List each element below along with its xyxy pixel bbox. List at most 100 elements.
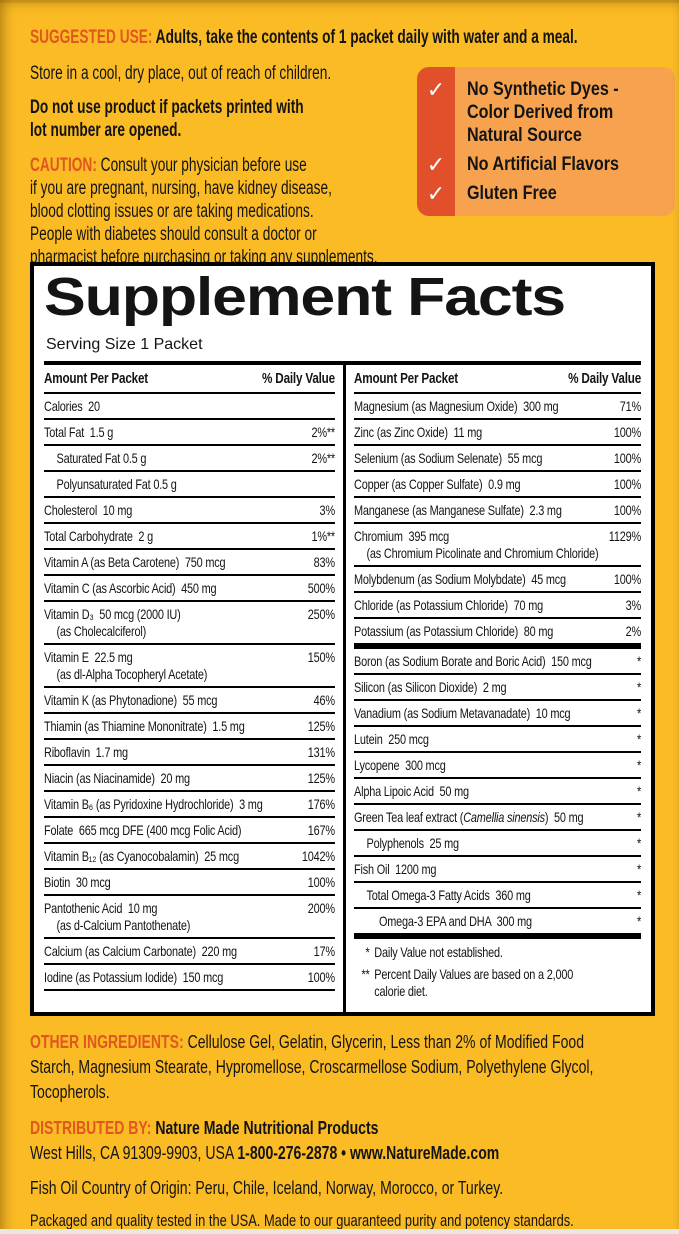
fact-row: Lycopene 300 mcg * bbox=[353, 753, 641, 779]
claim-item: ✓ No Artificial Flavors bbox=[417, 150, 675, 179]
fact-name: Biotin 30 mcg bbox=[44, 873, 111, 890]
fact-name: Polyunsaturated Fat 0.5 g bbox=[56, 475, 177, 492]
fact-daily-value: 1%** bbox=[311, 527, 335, 544]
suggested-use-label: SUGGESTED USE: bbox=[30, 27, 153, 48]
address-text: West Hills, CA 91309-9903, USA bbox=[30, 1143, 234, 1163]
fact-daily-value: 3% bbox=[319, 501, 336, 518]
claim-text: No Synthetic Dyes - Color Derived from N… bbox=[467, 79, 619, 146]
fact-name: Manganese (as Manganese Sulfate) 2.3 mg bbox=[353, 501, 562, 518]
claim-text: No Artificial Flavors bbox=[467, 154, 619, 175]
directions-section: SUGGESTED USE: Adults, take the contents… bbox=[30, 26, 640, 269]
fact-name: Vitamin C (as Ascorbic Acid) 450 mg bbox=[44, 579, 217, 596]
fact-name: Total Omega-3 Fatty Acids 360 mg bbox=[366, 886, 531, 903]
fact-row: Folate 665 mcg DFE (400 mcg Folic Acid) 1… bbox=[44, 818, 335, 844]
fact-daily-value: 500% bbox=[307, 579, 335, 596]
fact-name: Saturated Fat 0.5 g bbox=[56, 449, 147, 466]
fact-name: Vitamin B₁₂ (as Cyanocobalamin) 25 mcg bbox=[44, 847, 239, 864]
serving-size: Serving Size 1 Packet bbox=[46, 335, 203, 353]
fact-row: Calories 20 bbox=[44, 394, 335, 420]
fact-name: Boron (as Sodium Borate and Boric Acid) … bbox=[353, 652, 592, 669]
fact-name: Potassium (as Potassium Chloride) 80 mg bbox=[353, 622, 554, 639]
fact-daily-value: * bbox=[636, 652, 641, 669]
footnote-text: Daily Value not established. bbox=[374, 943, 503, 960]
fact-row: Total Omega-3 Fatty Acids 360 mg * bbox=[353, 883, 641, 909]
footnote: * Daily Value not established. bbox=[354, 944, 641, 961]
fact-row: Potassium (as Potassium Chloride) 80 mg 2… bbox=[353, 619, 641, 649]
suggested-use-text: Adults, take the contents of 1 packet da… bbox=[155, 27, 578, 48]
fact-daily-value: 100% bbox=[613, 570, 641, 587]
fact-name: Lycopene 300 mcg bbox=[353, 756, 446, 773]
supplement-facts-panel: Supplement Facts Serving Size 1 Packet A… bbox=[30, 262, 655, 1016]
fact-daily-value: 1129% bbox=[608, 527, 641, 544]
distributed-by-label: DISTRIBUTED BY: bbox=[30, 1118, 152, 1138]
fact-name: Fish Oil 1200 mg bbox=[353, 860, 437, 877]
fact-row: Thiamin (as Thiamine Mononitrate) 1.5 mg… bbox=[44, 714, 335, 740]
fact-name: Total Fat 1.5 g bbox=[44, 423, 114, 440]
fact-daily-value: 176% bbox=[307, 795, 335, 812]
claim-item: ✓ Gluten Free bbox=[417, 179, 675, 216]
header-daily-value: % Daily Value bbox=[262, 369, 335, 387]
fact-rows-right: Magnesium (as Magnesium Oxide) 300 mg 71%… bbox=[353, 394, 641, 939]
fact-name: Polyphenols 25 mg bbox=[366, 834, 459, 851]
fact-daily-value: 125% bbox=[307, 769, 335, 786]
fact-row: Zinc (as Zinc Oxide) 11 mg 100% bbox=[353, 420, 641, 446]
fact-daily-value: * bbox=[636, 730, 641, 747]
fact-daily-value: * bbox=[636, 678, 641, 695]
suggested-use-paragraph: SUGGESTED USE: Adults, take the contents… bbox=[30, 26, 640, 49]
distributed-by-name: Nature Made Nutritional Products bbox=[155, 1118, 379, 1138]
footnote-text: Percent Daily Values are based on a 2,00… bbox=[374, 965, 574, 999]
fact-row: Polyphenols 25 mg * bbox=[353, 831, 641, 857]
fact-name: Copper (as Copper Sulfate) 0.9 mg bbox=[353, 475, 521, 492]
fact-daily-value: * bbox=[636, 834, 641, 851]
fish-oil-origin-text: Fish Oil Country of Origin: Peru, Chile,… bbox=[30, 1178, 504, 1198]
claim-text: Gluten Free bbox=[467, 183, 557, 204]
distributed-by-paragraph: DISTRIBUTED BY: Nature Made Nutritional … bbox=[30, 1116, 662, 1141]
header-amount: Amount Per Packet bbox=[353, 369, 458, 387]
fact-row: Vitamin C (as Ascorbic Acid) 450 mg 500% bbox=[44, 576, 335, 602]
fact-daily-value: 150% bbox=[307, 648, 335, 665]
fact-row: Calcium (as Calcium Carbonate) 220 mg 17% bbox=[44, 939, 335, 965]
fact-row: Alpha Lipoic Acid 50 mg * bbox=[353, 779, 641, 805]
fact-row: Total Fat 1.5 g 2%** bbox=[44, 420, 335, 446]
fact-daily-value: 2%** bbox=[311, 449, 335, 466]
fact-name: Calories 20 bbox=[44, 397, 100, 414]
fact-daily-value: 100% bbox=[307, 968, 335, 985]
storage-text: Store in a cool, dry place, out of reach… bbox=[30, 63, 332, 84]
fact-daily-value: * bbox=[636, 886, 641, 903]
phone-web-text: 1-800-276-2878 • www.NatureMade.com bbox=[237, 1143, 500, 1163]
fact-row: Fish Oil 1200 mg * bbox=[353, 857, 641, 883]
fact-name: Niacin (as Niacinamide) 20 mg bbox=[44, 769, 190, 786]
fact-name: Green Tea leaf extract (Camellia sinensi… bbox=[353, 808, 584, 825]
fact-row: Niacin (as Niacinamide) 20 mg 125% bbox=[44, 766, 335, 792]
fact-name: Vitamin K (as Phytonadione) 55 mcg bbox=[44, 691, 218, 708]
packaged-text: Packaged and quality tested in the USA. … bbox=[30, 1212, 574, 1230]
fact-daily-value: 3% bbox=[625, 596, 641, 613]
fact-daily-value: 200% bbox=[307, 899, 335, 916]
fact-daily-value: 1042% bbox=[301, 847, 335, 864]
fact-name: Selenium (as Sodium Selenate) 55 mcg bbox=[353, 449, 543, 466]
fact-subline: (as d-Calcium Pantothenate) bbox=[56, 916, 191, 933]
fact-name: Molybdenum (as Sodium Molybdate) 45 mcg bbox=[353, 570, 566, 587]
fact-row: Polyunsaturated Fat 0.5 g bbox=[44, 472, 335, 498]
fact-row: Vitamin A (as Beta Carotene) 750 mcg 83% bbox=[44, 550, 335, 576]
facts-column-right: Amount Per Packet % Daily Value Magnesiu… bbox=[342, 364, 641, 1012]
do-not-use-text: Do not use product if packets printed wi… bbox=[30, 97, 304, 141]
fact-name: Omega-3 EPA and DHA 300 mg bbox=[378, 912, 532, 929]
fact-row: Silicon (as Silicon Dioxide) 2 mg * bbox=[353, 675, 641, 701]
fact-name: Calcium (as Calcium Carbonate) 220 mg bbox=[44, 942, 237, 959]
fact-name: Lutein 250 mcg bbox=[353, 730, 429, 747]
fact-daily-value: * bbox=[636, 756, 641, 773]
fact-name: Folate 665 mcg DFE (400 mcg Folic Acid) bbox=[44, 821, 242, 838]
fact-row: Chromium 395 mcg (as Chromium Picolinate … bbox=[353, 524, 641, 567]
fact-daily-value: * bbox=[636, 912, 641, 929]
fact-daily-value: 2%** bbox=[311, 423, 335, 440]
distributor-section: OTHER INGREDIENTS: Cellulose Gel, Gelati… bbox=[30, 1030, 662, 1234]
fact-daily-value: 250% bbox=[307, 605, 335, 622]
fact-row: Vanadium (as Sodium Metavanadate) 10 mcg… bbox=[353, 701, 641, 727]
fact-daily-value: 2% bbox=[625, 622, 641, 639]
fact-row: Saturated Fat 0.5 g 2%** bbox=[44, 446, 335, 472]
fact-name: Thiamin (as Thiamine Mononitrate) 1.5 mg bbox=[44, 717, 245, 734]
fact-daily-value: * bbox=[636, 704, 641, 721]
fact-name: Vitamin E 22.5 mg (as dl-Alpha Tocopheryl… bbox=[44, 649, 304, 683]
header-amount: Amount Per Packet bbox=[44, 369, 148, 387]
